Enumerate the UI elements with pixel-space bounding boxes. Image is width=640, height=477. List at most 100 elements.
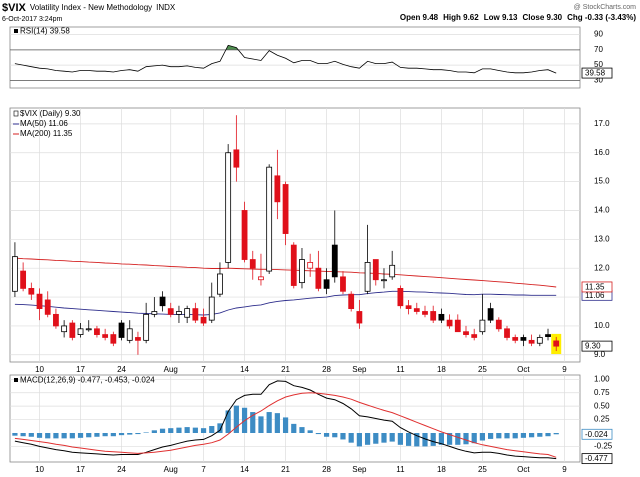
y-tick-label: 16.0 bbox=[594, 148, 610, 157]
candle-body bbox=[504, 328, 510, 338]
histogram-bar bbox=[405, 433, 412, 446]
panel-title: MACD(12,26,9) -0.477, -0.453, -0.024 bbox=[20, 376, 155, 385]
candle-body bbox=[20, 270, 27, 289]
x-tick-label: 14 bbox=[240, 365, 249, 374]
candle-body bbox=[53, 313, 59, 327]
candle-body bbox=[69, 322, 76, 338]
candle-body bbox=[44, 299, 51, 315]
legend-swatch bbox=[14, 378, 18, 382]
candle-body bbox=[438, 313, 445, 321]
histogram-bar bbox=[356, 433, 362, 447]
candle-body bbox=[274, 175, 281, 203]
x-tick-label: 18 bbox=[437, 465, 446, 474]
histogram-bar bbox=[61, 433, 67, 439]
candle-body bbox=[323, 279, 330, 289]
histogram-bar bbox=[209, 426, 215, 433]
legend-label: $VIX (Daily) 9.30 bbox=[20, 109, 81, 118]
x-tick-label: 9 bbox=[562, 465, 567, 474]
histogram-bar bbox=[110, 433, 116, 437]
candle-body bbox=[266, 166, 273, 272]
x-tick-label: 25 bbox=[478, 365, 487, 374]
histogram-bar bbox=[168, 428, 174, 433]
x-tick-label: 10 bbox=[35, 465, 44, 474]
x-tick-label: 10 bbox=[35, 365, 44, 374]
candle-body bbox=[135, 337, 141, 341]
histogram-bar bbox=[143, 432, 149, 433]
histogram-bar bbox=[307, 430, 313, 433]
candle-body bbox=[315, 267, 322, 289]
candle-body bbox=[217, 273, 223, 295]
candle-body bbox=[184, 308, 191, 318]
candle-body bbox=[126, 328, 133, 341]
candle-body bbox=[422, 311, 428, 315]
candle-body bbox=[61, 325, 68, 333]
candle-body bbox=[233, 149, 240, 168]
y-tick-label: 12.0 bbox=[594, 263, 610, 272]
y-tick-label: -0.25 bbox=[594, 442, 613, 451]
histogram-bar bbox=[299, 427, 305, 433]
histogram-bar bbox=[291, 423, 297, 433]
value-box bbox=[581, 67, 613, 79]
y-tick-label: 13.0 bbox=[594, 234, 610, 243]
x-tick-label: 9 bbox=[562, 365, 567, 374]
legend-swatch bbox=[14, 29, 18, 33]
histogram-bar bbox=[471, 433, 477, 444]
x-tick-label: Sep bbox=[352, 365, 367, 374]
y-tick-label: 0.50 bbox=[594, 401, 610, 410]
x-tick-label: 28 bbox=[322, 365, 331, 374]
candle-body bbox=[85, 328, 92, 331]
candle-body bbox=[282, 184, 289, 234]
macd-line bbox=[14, 392, 557, 458]
y-tick-label: 14.0 bbox=[594, 206, 610, 215]
x-tick-label: 25 bbox=[478, 465, 487, 474]
quote-high: High 9.62 bbox=[443, 13, 479, 22]
histogram-bar bbox=[200, 428, 207, 433]
histogram-bar bbox=[545, 433, 551, 437]
histogram-bar bbox=[184, 427, 190, 433]
candle-body bbox=[495, 319, 502, 330]
histogram-bar bbox=[446, 433, 453, 445]
candle-body bbox=[94, 328, 100, 335]
histogram-bar bbox=[192, 427, 198, 433]
panel-frame bbox=[9, 374, 581, 463]
value-box-label: 9.30 bbox=[585, 342, 601, 351]
candle-body bbox=[479, 319, 486, 333]
x-tick-label: 11 bbox=[396, 365, 405, 374]
x-tick-label: 7 bbox=[201, 365, 206, 374]
candle-body bbox=[28, 287, 35, 295]
y-tick-label: 10.0 bbox=[594, 321, 610, 330]
histogram-bar bbox=[12, 433, 18, 436]
x-tick-label: 14 bbox=[240, 465, 249, 474]
x-tick-label: 28 bbox=[322, 465, 331, 474]
candle-body bbox=[167, 308, 174, 315]
candle-body bbox=[118, 322, 125, 338]
x-tick-label: 11 bbox=[396, 465, 405, 474]
timestamp: 6-Oct-2017 3:24pm bbox=[2, 16, 62, 23]
candle-body bbox=[356, 311, 363, 324]
value-box bbox=[581, 281, 613, 293]
histogram-bar bbox=[537, 433, 543, 437]
value-box bbox=[581, 453, 613, 465]
histogram-bar bbox=[176, 427, 182, 433]
candle-body bbox=[405, 305, 412, 310]
histogram-bar bbox=[463, 433, 469, 445]
histogram-bar bbox=[397, 433, 403, 445]
histogram-bar bbox=[94, 433, 100, 437]
candle-body bbox=[77, 328, 84, 335]
candle-body bbox=[208, 296, 215, 321]
histogram-bar bbox=[520, 433, 527, 438]
histogram-bar bbox=[332, 433, 338, 438]
x-tick-label: Aug bbox=[164, 465, 178, 474]
candle-body bbox=[290, 244, 297, 286]
histogram-bar bbox=[422, 433, 428, 447]
histogram-bar bbox=[496, 433, 502, 439]
histogram-bar bbox=[479, 433, 486, 441]
candle-body bbox=[225, 152, 232, 263]
value-box-label: -0.024 bbox=[585, 430, 608, 439]
histogram-bar bbox=[504, 433, 510, 439]
histogram-bar bbox=[348, 433, 354, 443]
candle-body bbox=[536, 337, 543, 344]
candle-body bbox=[340, 276, 346, 292]
x-tick-label: 17 bbox=[76, 365, 85, 374]
